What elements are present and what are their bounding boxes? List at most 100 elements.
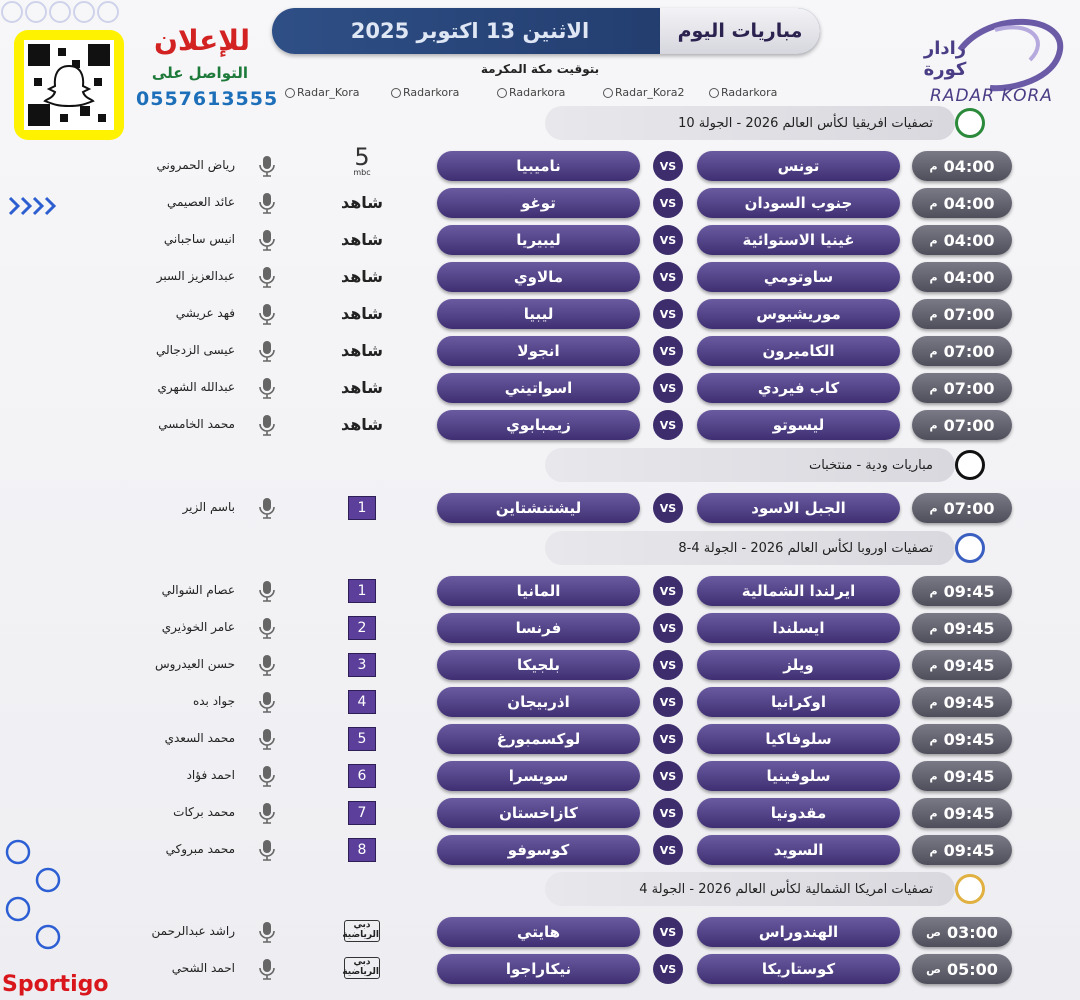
time: 07:00 [943, 378, 995, 398]
time: 04:00 [943, 267, 995, 287]
logo-mark [957, 18, 1064, 92]
time-box: م 09:45 [912, 650, 1012, 680]
home-team: ويلز [697, 650, 900, 680]
channel-number: 8 [348, 838, 376, 862]
channel-number: 6 [348, 764, 376, 788]
time: 07:00 [943, 304, 995, 324]
mic-icon [259, 765, 275, 791]
channel: شاهد [340, 415, 384, 434]
time: 09:45 [943, 618, 995, 638]
away-team: نيكاراجوا [437, 954, 640, 984]
commentator: احمد الشحي [171, 961, 235, 975]
section-header: تصفيات اوروبا لكأس العالم 2026 - الجولة … [545, 531, 955, 565]
home-team: الكاميرون [697, 336, 900, 366]
time-box: م 04:00 [912, 151, 1012, 181]
time: 09:45 [943, 581, 995, 601]
vs-badge: VS [653, 299, 683, 329]
time: 09:45 [943, 766, 995, 786]
time-box: م 07:00 [912, 373, 1012, 403]
home-team: ليسوتو [697, 410, 900, 440]
period: م [929, 418, 938, 432]
home-team: غينيا الاستوائية [697, 225, 900, 255]
away-team: ليبيريا [437, 225, 640, 255]
home-team: جنوب السودان [697, 188, 900, 218]
time: 05:00 [946, 959, 998, 979]
channel: شاهد [340, 267, 384, 286]
ad-phone: 0557613555 [136, 88, 279, 110]
time-box: م 09:45 [912, 724, 1012, 754]
mic-icon [259, 340, 275, 366]
period: م [929, 344, 938, 358]
time-box: م 09:45 [912, 835, 1012, 865]
time-box: م 07:00 [912, 299, 1012, 329]
period: م [929, 307, 938, 321]
home-team: الهندوراس [697, 917, 900, 947]
vs-badge: VS [653, 917, 683, 947]
commentator: جواد بده [192, 694, 235, 708]
time: 04:00 [943, 156, 995, 176]
away-team: كوسوفو [437, 835, 640, 865]
time-box: م 09:45 [912, 761, 1012, 791]
channel-number: 2 [348, 616, 376, 640]
time-box: ص 05:00 [912, 954, 1012, 984]
period: م [929, 695, 938, 709]
home-team: السويد [697, 835, 900, 865]
time-box: م 09:45 [912, 613, 1012, 643]
channel: شاهد [340, 341, 384, 360]
commentator: محمد بركات [173, 805, 235, 819]
period: م [929, 806, 938, 820]
mic-icon [259, 155, 275, 181]
channel: شاهد [340, 193, 384, 212]
commentator: محمد مبروكي [165, 842, 235, 856]
channel: دبي الرياضية [342, 920, 380, 942]
vs-badge: VS [653, 576, 683, 606]
mic-icon [259, 691, 275, 717]
channel: 5 [354, 143, 370, 171]
away-team: زيمبابوي [437, 410, 640, 440]
social-text: Radarkora [403, 86, 460, 99]
logo-latin: RADAR KORA [930, 86, 1053, 106]
away-team: سويسرا [437, 761, 640, 791]
home-team: اوكرانيا [697, 687, 900, 717]
time-box: م 07:00 [912, 410, 1012, 440]
away-team: اسواتيني [437, 373, 640, 403]
commentator: انيس ساجباني [163, 232, 235, 246]
home-team: تونس [697, 151, 900, 181]
away-team: هايتي [437, 917, 640, 947]
time-box: م 09:45 [912, 687, 1012, 717]
social-icon [603, 87, 613, 98]
time-box: م 07:00 [912, 336, 1012, 366]
period: م [929, 270, 938, 284]
deco-circles [1, 1, 119, 23]
vs-badge: VS [653, 724, 683, 754]
channel: دبي الرياضية [342, 957, 380, 979]
commentator: فهد عريشي [175, 306, 235, 320]
social-text: Radarkora [509, 86, 566, 99]
social-text: Radar_Kora [297, 86, 360, 99]
channel-number: 1 [348, 496, 376, 520]
away-team: اذربيجان [437, 687, 640, 717]
period: م [929, 584, 938, 598]
home-team: ايرلندا الشمالية [697, 576, 900, 606]
social-text: Radar_Kora2 [615, 86, 685, 99]
ad-contact: التواصل على [151, 64, 248, 82]
away-team: توغو [437, 188, 640, 218]
channel-number: 7 [348, 801, 376, 825]
mic-icon [259, 958, 275, 984]
period: م [929, 843, 938, 857]
away-team: لوكسمبورغ [437, 724, 640, 754]
period: م [929, 159, 938, 173]
time: 03:00 [946, 922, 998, 942]
time-box: م 04:00 [912, 262, 1012, 292]
arrows [8, 196, 57, 216]
social-handle: Radar_Kora2 [603, 86, 685, 99]
time: 07:00 [943, 341, 995, 361]
time-box: م 04:00 [912, 188, 1012, 218]
home-team: موريشيوس [697, 299, 900, 329]
away-team: فرنسا [437, 613, 640, 643]
vs-badge: VS [653, 225, 683, 255]
vs-badge: VS [653, 687, 683, 717]
social-text: Radarkora [721, 86, 778, 99]
home-team: ايسلندا [697, 613, 900, 643]
period: م [929, 732, 938, 746]
